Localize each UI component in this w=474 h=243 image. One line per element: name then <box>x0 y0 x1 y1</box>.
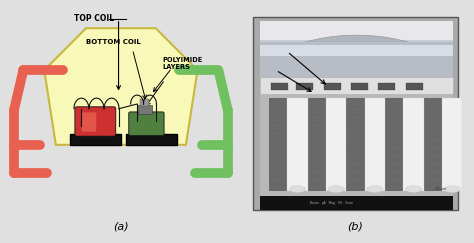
FancyBboxPatch shape <box>82 113 96 132</box>
Text: BOTTOM COIL: BOTTOM COIL <box>86 39 141 45</box>
Text: TOP COIL: TOP COIL <box>74 14 115 23</box>
FancyBboxPatch shape <box>442 98 463 191</box>
Ellipse shape <box>405 186 422 193</box>
Text: (b): (b) <box>347 221 364 232</box>
FancyBboxPatch shape <box>271 83 288 90</box>
FancyBboxPatch shape <box>260 42 453 77</box>
FancyBboxPatch shape <box>351 83 368 90</box>
Text: POLYIMIDE
LAYERS: POLYIMIDE LAYERS <box>163 57 203 70</box>
FancyBboxPatch shape <box>260 196 453 210</box>
FancyBboxPatch shape <box>260 21 453 40</box>
Ellipse shape <box>289 186 306 193</box>
FancyBboxPatch shape <box>308 98 326 191</box>
FancyBboxPatch shape <box>260 94 453 196</box>
Ellipse shape <box>444 186 460 193</box>
FancyBboxPatch shape <box>140 99 149 106</box>
FancyBboxPatch shape <box>296 83 313 90</box>
FancyBboxPatch shape <box>269 98 287 191</box>
FancyBboxPatch shape <box>406 83 423 90</box>
FancyBboxPatch shape <box>129 112 164 136</box>
FancyBboxPatch shape <box>385 98 403 191</box>
FancyBboxPatch shape <box>324 83 341 90</box>
FancyBboxPatch shape <box>253 17 458 210</box>
FancyBboxPatch shape <box>75 107 116 136</box>
FancyBboxPatch shape <box>424 98 442 191</box>
FancyBboxPatch shape <box>138 105 152 114</box>
FancyBboxPatch shape <box>403 98 424 191</box>
FancyBboxPatch shape <box>260 21 453 79</box>
Text: (a): (a) <box>113 221 128 232</box>
FancyBboxPatch shape <box>378 83 395 90</box>
FancyBboxPatch shape <box>326 98 346 191</box>
FancyBboxPatch shape <box>126 134 177 145</box>
Polygon shape <box>44 28 198 145</box>
FancyBboxPatch shape <box>365 98 385 191</box>
Ellipse shape <box>264 35 450 119</box>
FancyBboxPatch shape <box>260 77 453 94</box>
FancyBboxPatch shape <box>70 134 121 145</box>
Text: Beam   μA   Mag   Tilt   Scan: Beam μA Mag Tilt Scan <box>310 201 353 205</box>
Ellipse shape <box>367 186 383 193</box>
Text: 20 μm: 20 μm <box>435 188 447 191</box>
FancyBboxPatch shape <box>287 98 308 191</box>
FancyBboxPatch shape <box>346 98 365 191</box>
Ellipse shape <box>328 186 344 193</box>
FancyBboxPatch shape <box>260 21 453 196</box>
FancyBboxPatch shape <box>260 44 453 56</box>
